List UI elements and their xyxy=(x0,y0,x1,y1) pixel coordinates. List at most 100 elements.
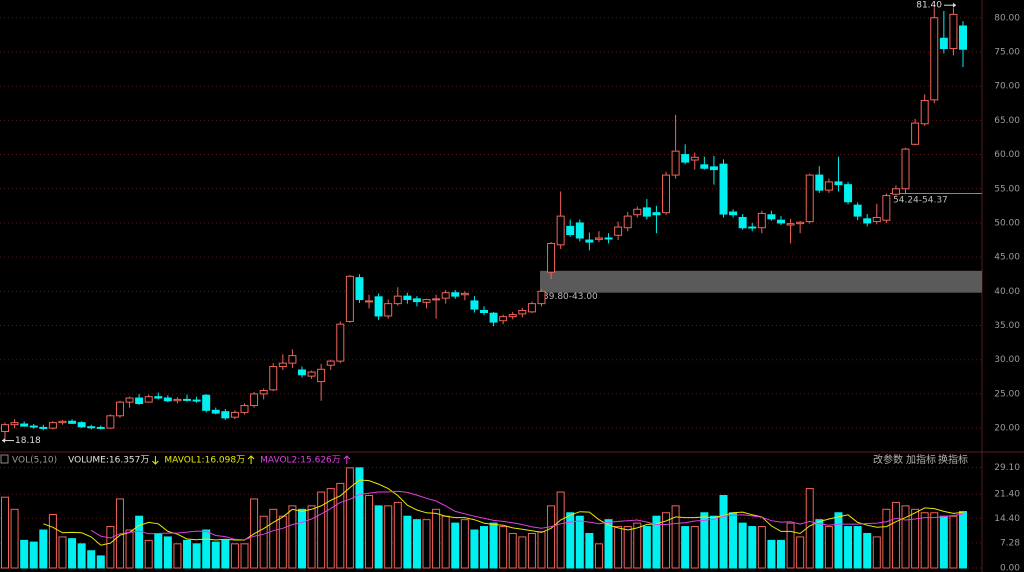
trend-arrow xyxy=(152,456,159,465)
volume-bar xyxy=(499,526,508,569)
volume-bar xyxy=(527,532,536,569)
candle-body xyxy=(183,398,192,401)
candle-body xyxy=(594,237,603,240)
candle-body xyxy=(844,184,853,203)
volume-bar xyxy=(834,512,843,569)
y-tick-label: 80.00 xyxy=(994,13,1020,23)
volume-bar xyxy=(690,526,699,569)
candle-body xyxy=(240,405,249,413)
candle-body xyxy=(796,221,805,225)
y-tick-label: 45.00 xyxy=(994,253,1020,263)
toolbar-button[interactable]: 换指标 xyxy=(938,453,968,466)
zone-label: 54.24-54.37 xyxy=(893,195,948,205)
volume-bar xyxy=(911,508,920,569)
candle-body xyxy=(642,207,651,217)
volume-bar xyxy=(240,543,249,569)
volume-bar xyxy=(757,526,766,569)
volume-bar xyxy=(96,555,105,569)
volume-bar xyxy=(594,543,603,569)
candle-body xyxy=(20,423,29,427)
y-tick-label: 29.10 xyxy=(994,463,1020,473)
candle-body xyxy=(767,214,776,220)
volume-bar xyxy=(183,539,192,569)
volume-bar xyxy=(39,529,48,569)
candle-body xyxy=(805,174,814,223)
y-tick-label: 20.00 xyxy=(994,424,1020,434)
candle-body xyxy=(259,390,268,395)
volume-bar xyxy=(709,515,718,569)
volume-bar xyxy=(135,515,144,569)
volume-bar xyxy=(144,539,153,569)
candle-body xyxy=(221,411,230,419)
volume-bar xyxy=(451,522,460,569)
y-tick-label: 25.00 xyxy=(994,389,1020,399)
y-tick-label: 50.00 xyxy=(994,218,1020,228)
volume-bar xyxy=(317,491,326,569)
volume-bar xyxy=(489,522,498,569)
candle-body xyxy=(681,154,690,163)
volume-bar xyxy=(729,512,738,569)
volume-bar xyxy=(853,526,862,569)
gap-zone xyxy=(540,270,982,293)
candle-body xyxy=(202,394,211,411)
volume-bar xyxy=(537,531,546,569)
ma-line xyxy=(90,490,964,541)
candle-body xyxy=(384,303,393,317)
candle-body xyxy=(77,422,86,428)
toolbar-button[interactable]: 改参数 xyxy=(873,453,903,466)
y-tick-label: 7.28 xyxy=(1000,538,1020,548)
candle-body xyxy=(288,355,297,364)
candle-body xyxy=(748,226,757,229)
candle-body xyxy=(422,299,431,303)
candle-body xyxy=(403,295,412,301)
volume-bar xyxy=(796,536,805,569)
candle-body xyxy=(470,300,479,310)
candle-body xyxy=(135,397,144,404)
candle-body xyxy=(671,150,680,176)
volume-bar xyxy=(633,522,642,569)
y-tick-label: 70.00 xyxy=(994,82,1020,92)
candle-body xyxy=(566,225,575,236)
candle-body xyxy=(863,218,872,224)
zone-label: 39.80-43.00 xyxy=(543,292,598,302)
volume-bar xyxy=(891,501,900,569)
candle-body xyxy=(125,397,134,403)
volume-bar xyxy=(642,526,651,569)
volume-bar xyxy=(939,515,948,569)
candle-body xyxy=(96,426,105,429)
candle-body xyxy=(480,309,488,314)
candle-body xyxy=(173,398,182,402)
candle-body xyxy=(891,188,900,195)
volume-bar xyxy=(748,526,757,569)
candle-body xyxy=(230,411,239,418)
volume-bar xyxy=(365,494,374,569)
candle-body xyxy=(317,368,326,383)
volume-bar xyxy=(767,539,776,569)
candle-body xyxy=(278,362,287,368)
volume-bar xyxy=(87,550,96,569)
candle-body xyxy=(345,275,354,322)
candle-body xyxy=(824,181,833,191)
panel-icon[interactable] xyxy=(0,454,9,464)
volume-bar xyxy=(959,511,967,569)
volume-bar xyxy=(297,508,306,569)
volume-bar xyxy=(480,526,488,569)
volume-bar xyxy=(355,467,364,569)
candle-body xyxy=(58,420,67,424)
volume-bar xyxy=(384,505,393,569)
volume-bar xyxy=(288,505,297,569)
candle-body xyxy=(901,148,910,190)
candle-body xyxy=(518,309,527,315)
candle-body xyxy=(633,208,642,216)
volume-bar xyxy=(202,529,211,569)
volume-bar xyxy=(671,505,680,569)
volume-bar xyxy=(374,505,383,569)
toolbar-button[interactable]: 加指标 xyxy=(906,453,936,466)
volume-bar xyxy=(211,541,220,569)
volume-bar xyxy=(470,529,479,569)
candle-body xyxy=(250,393,259,407)
candle-body xyxy=(336,323,345,362)
candle-body xyxy=(508,314,517,318)
volume-bar xyxy=(10,508,19,569)
